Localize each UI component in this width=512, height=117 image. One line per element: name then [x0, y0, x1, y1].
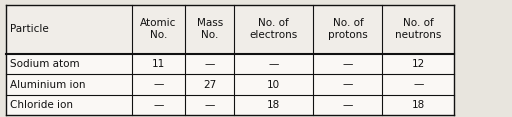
Text: Atomic
No.: Atomic No.: [140, 18, 177, 40]
Text: 11: 11: [152, 59, 165, 69]
Bar: [6, 74, 454, 95]
Text: —: —: [343, 100, 353, 110]
Text: Aluminium ion: Aluminium ion: [10, 80, 86, 90]
Text: 27: 27: [203, 80, 216, 90]
Text: —: —: [343, 59, 353, 69]
Text: Chloride ion: Chloride ion: [10, 100, 73, 110]
Text: —: —: [268, 59, 279, 69]
Text: —: —: [204, 100, 215, 110]
Text: —: —: [413, 80, 423, 90]
Text: No. of
protons: No. of protons: [328, 18, 368, 40]
Bar: [6, 54, 454, 74]
Text: 18: 18: [267, 100, 280, 110]
Text: Sodium atom: Sodium atom: [10, 59, 80, 69]
Text: No. of
neutrons: No. of neutrons: [395, 18, 441, 40]
Text: —: —: [204, 59, 215, 69]
Text: —: —: [153, 100, 164, 110]
Bar: [6, 5, 454, 54]
Text: 12: 12: [412, 59, 425, 69]
Text: —: —: [343, 80, 353, 90]
Text: Particle: Particle: [10, 24, 49, 34]
Text: —: —: [153, 80, 164, 90]
Text: No. of
electrons: No. of electrons: [249, 18, 298, 40]
Text: 18: 18: [412, 100, 425, 110]
Text: 10: 10: [267, 80, 280, 90]
Bar: [6, 95, 454, 115]
Text: Mass
No.: Mass No.: [197, 18, 223, 40]
